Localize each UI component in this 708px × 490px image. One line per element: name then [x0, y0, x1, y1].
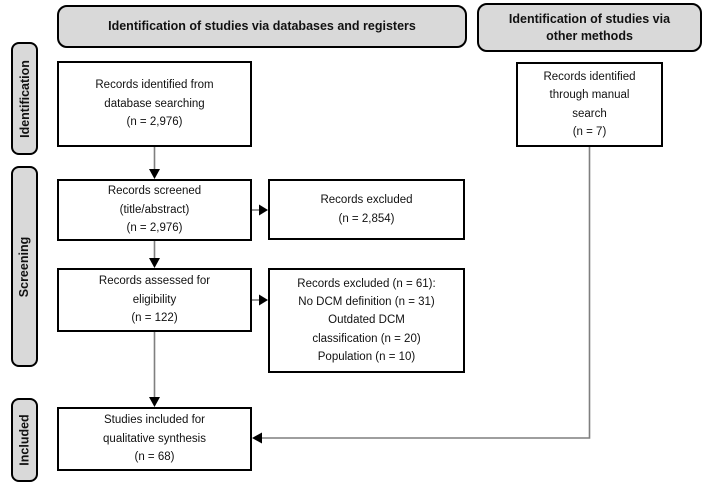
stage-identification-label: Identification — [17, 59, 32, 138]
arrow-screened-to-assessed — [149, 241, 160, 268]
box-line: (title/abstract) — [119, 203, 190, 216]
records-screened-box: Records screened (title/abstract) (n = 2… — [57, 179, 252, 241]
stage-screening: Screening — [11, 166, 38, 367]
arrow-screened-to-excluded — [252, 204, 268, 216]
box-line: database searching — [104, 97, 205, 110]
header-other-methods-label: Identification of studies via other meth… — [508, 11, 671, 43]
box-line: (n = 2,976) — [126, 116, 183, 129]
header-other-methods: Identification of studies via other meth… — [477, 3, 702, 52]
box-line: (n = 68) — [134, 451, 175, 464]
stage-screening-label: Screening — [17, 236, 32, 297]
box-line: Studies included for — [103, 414, 205, 427]
arrow-dbsearch-to-screened — [149, 147, 160, 179]
box-line: through manual — [549, 89, 630, 102]
box-line: (n = 2,976) — [126, 222, 183, 235]
box-line: Records identified from — [95, 79, 214, 92]
studies-included-box: Studies included for qualitative synthes… — [57, 407, 252, 471]
box-line: Records excluded (n = 61): — [297, 277, 436, 290]
box-line: search — [572, 107, 607, 120]
header-databases-registers: Identification of studies via databases … — [57, 5, 467, 48]
header-databases-label: Identification of studies via databases … — [108, 19, 416, 34]
box-line: Records excluded — [320, 194, 413, 207]
records-assessed-box: Records assessed for eligibility (n = 12… — [57, 268, 252, 332]
stage-included-label: Included — [17, 414, 32, 466]
box-line: No DCM definition (n = 31) — [298, 295, 435, 308]
stage-identification: Identification — [11, 42, 38, 155]
box-line: Outdated DCM — [328, 314, 405, 327]
box-line: classification (n = 20) — [312, 332, 421, 345]
box-line: Records identified — [543, 70, 636, 83]
arrow-assessed-to-excluded — [252, 294, 268, 306]
box-line: qualitative synthesis — [103, 432, 206, 445]
records-excluded-eligibility-box: Records excluded (n = 61): No DCM defini… — [268, 268, 465, 373]
box-line: Records assessed for — [98, 275, 211, 288]
box-line: (n = 7) — [572, 125, 607, 138]
box-line: Records screened — [107, 185, 202, 198]
manual-search-box: Records identified through manual search… — [516, 62, 663, 147]
box-line: eligibility — [132, 293, 177, 306]
records-excluded-screening-box: Records excluded (n = 2,854) — [268, 179, 465, 240]
box-line: (n = 2,854) — [338, 212, 395, 225]
arrow-assessed-to-included — [149, 332, 160, 407]
box-line: Population (n = 10) — [317, 351, 416, 364]
box-line: (n = 122) — [131, 312, 178, 325]
stage-included: Included — [11, 398, 38, 482]
records-identified-box: Records identified from database searchi… — [57, 61, 252, 147]
